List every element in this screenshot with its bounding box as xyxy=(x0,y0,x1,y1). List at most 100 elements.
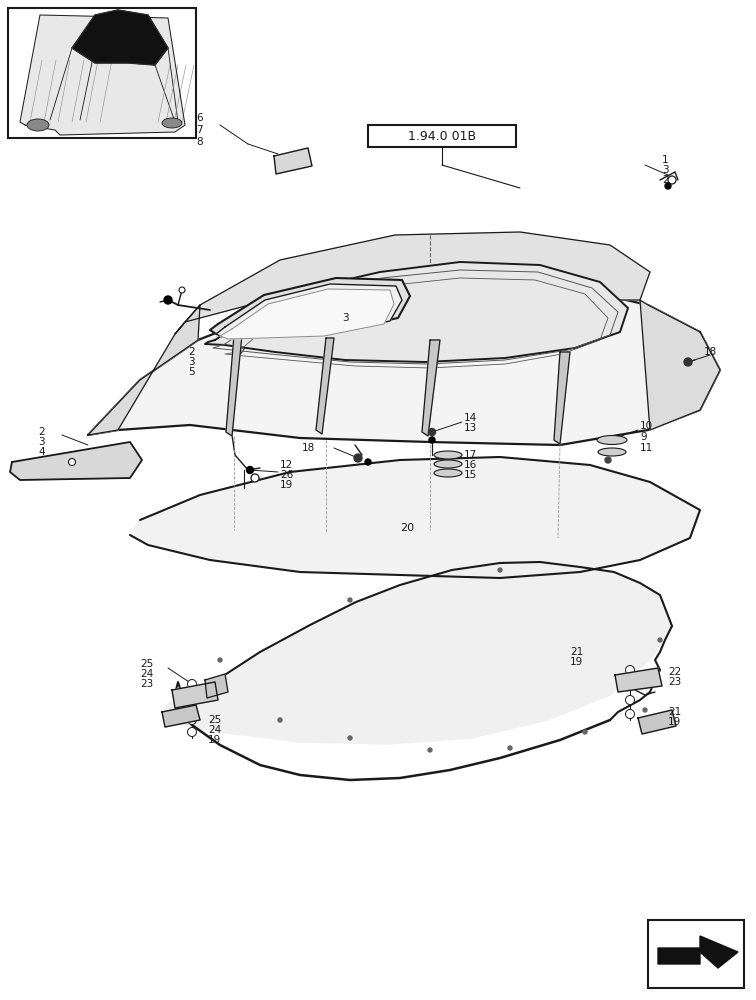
Polygon shape xyxy=(210,278,410,334)
Polygon shape xyxy=(554,352,570,444)
Polygon shape xyxy=(220,289,394,339)
Circle shape xyxy=(627,697,633,703)
Text: 3: 3 xyxy=(188,357,194,367)
Text: 23: 23 xyxy=(140,679,153,689)
Text: 9: 9 xyxy=(640,432,646,442)
Ellipse shape xyxy=(598,448,626,456)
Text: 8: 8 xyxy=(196,137,203,147)
Circle shape xyxy=(429,437,435,443)
Text: 7: 7 xyxy=(196,125,203,135)
Text: 19: 19 xyxy=(668,717,681,727)
Circle shape xyxy=(218,658,222,662)
Polygon shape xyxy=(658,936,738,968)
Circle shape xyxy=(189,717,195,723)
Circle shape xyxy=(187,716,197,724)
Text: 1: 1 xyxy=(662,155,668,165)
Text: 19: 19 xyxy=(280,480,293,490)
Text: 19: 19 xyxy=(570,657,583,667)
Circle shape xyxy=(187,680,197,688)
Circle shape xyxy=(627,667,633,673)
Polygon shape xyxy=(274,148,312,174)
Polygon shape xyxy=(20,15,185,135)
Text: 17: 17 xyxy=(464,450,477,460)
Circle shape xyxy=(627,679,633,685)
Polygon shape xyxy=(130,457,700,578)
Circle shape xyxy=(189,692,195,698)
Text: 2: 2 xyxy=(662,175,668,185)
Circle shape xyxy=(243,324,249,330)
Circle shape xyxy=(684,358,692,366)
Text: 3: 3 xyxy=(342,313,349,323)
Text: 6: 6 xyxy=(196,113,203,123)
Text: 2: 2 xyxy=(38,427,45,437)
Polygon shape xyxy=(162,562,672,744)
Bar xyxy=(368,125,516,147)
Text: 21: 21 xyxy=(668,707,681,717)
Circle shape xyxy=(256,316,261,320)
Text: 12: 12 xyxy=(280,460,293,470)
Text: 18: 18 xyxy=(704,347,717,357)
Text: 16: 16 xyxy=(464,460,477,470)
Ellipse shape xyxy=(434,460,462,468)
Circle shape xyxy=(309,320,314,324)
Polygon shape xyxy=(216,284,402,337)
Polygon shape xyxy=(205,262,628,362)
Circle shape xyxy=(187,704,197,712)
Circle shape xyxy=(296,160,303,167)
Circle shape xyxy=(187,690,197,700)
Polygon shape xyxy=(640,300,720,430)
Text: 25: 25 xyxy=(140,659,153,669)
Circle shape xyxy=(249,324,255,330)
Text: 4: 4 xyxy=(38,447,45,457)
Text: 24: 24 xyxy=(208,725,222,735)
Text: 24: 24 xyxy=(140,669,153,679)
Circle shape xyxy=(251,474,259,482)
Circle shape xyxy=(249,316,255,322)
Polygon shape xyxy=(175,232,650,334)
Polygon shape xyxy=(226,335,242,436)
Circle shape xyxy=(605,457,611,463)
Polygon shape xyxy=(162,705,200,727)
Polygon shape xyxy=(422,340,440,436)
Circle shape xyxy=(665,183,671,189)
Text: 20: 20 xyxy=(400,523,414,533)
Circle shape xyxy=(668,176,676,184)
Text: 22: 22 xyxy=(668,667,681,677)
Text: 13: 13 xyxy=(464,423,477,433)
Ellipse shape xyxy=(162,118,182,128)
Circle shape xyxy=(315,324,321,328)
Ellipse shape xyxy=(434,469,462,477)
Circle shape xyxy=(508,746,512,750)
Circle shape xyxy=(428,748,432,752)
Text: 19: 19 xyxy=(208,735,222,745)
Circle shape xyxy=(658,638,662,642)
Circle shape xyxy=(189,705,195,711)
Polygon shape xyxy=(72,10,168,65)
Circle shape xyxy=(348,736,352,740)
Circle shape xyxy=(429,428,435,436)
Circle shape xyxy=(280,160,287,167)
Bar xyxy=(8,8,196,138)
Text: 18: 18 xyxy=(302,443,315,453)
Bar xyxy=(648,920,744,988)
Text: 3: 3 xyxy=(38,437,45,447)
Text: 10: 10 xyxy=(640,421,653,431)
Text: 3: 3 xyxy=(662,165,668,175)
Text: 23: 23 xyxy=(668,677,681,687)
Circle shape xyxy=(625,696,634,704)
Circle shape xyxy=(365,459,371,465)
Polygon shape xyxy=(172,682,218,708)
Circle shape xyxy=(625,678,634,686)
Circle shape xyxy=(625,666,634,674)
Circle shape xyxy=(278,718,282,722)
Text: 11: 11 xyxy=(640,443,653,453)
Circle shape xyxy=(348,598,352,602)
Polygon shape xyxy=(10,442,142,480)
Ellipse shape xyxy=(434,451,462,459)
Circle shape xyxy=(213,693,217,697)
Text: 14: 14 xyxy=(464,413,477,423)
Circle shape xyxy=(643,708,647,712)
Text: 15: 15 xyxy=(464,470,477,480)
Text: 26: 26 xyxy=(280,470,293,480)
Circle shape xyxy=(189,729,195,735)
